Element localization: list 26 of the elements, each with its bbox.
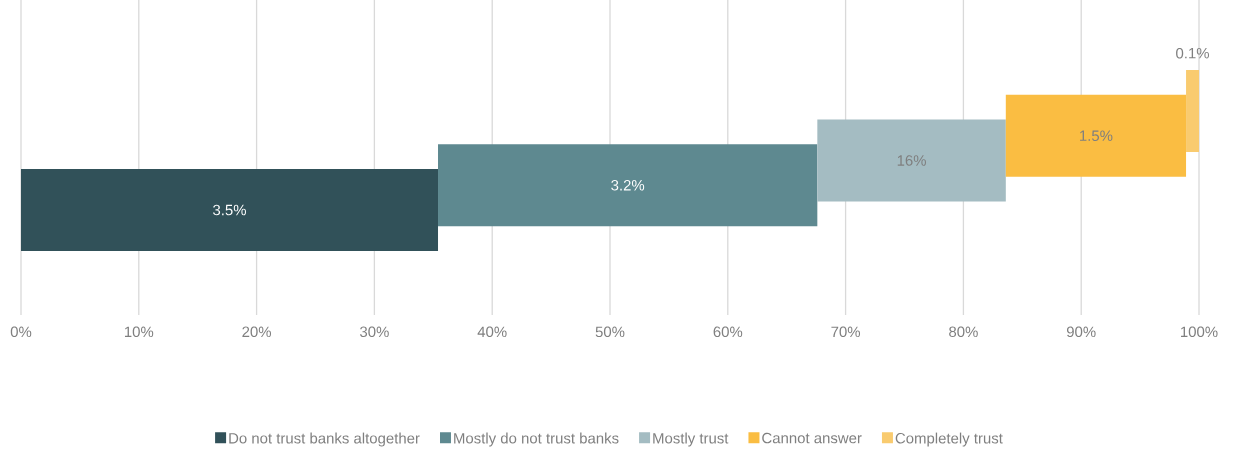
x-tick-label: 30% bbox=[360, 326, 389, 338]
x-tick-label: 50% bbox=[595, 326, 625, 338]
x-tick-label: 40% bbox=[477, 326, 507, 338]
annotation: 3.5% bbox=[213, 204, 246, 216]
bar bbox=[1186, 70, 1199, 152]
legend-label: Mostly trust bbox=[653, 432, 729, 447]
annotation: 1.5% bbox=[1080, 130, 1113, 141]
bar bbox=[1005, 94, 1187, 177]
legend-label: Mostly do not trust banks bbox=[454, 432, 619, 447]
legend-label: Do not trust banks altogether bbox=[229, 432, 420, 447]
annotation: 0.1% bbox=[1176, 47, 1210, 59]
x-tick-label: 100% bbox=[1181, 326, 1218, 338]
bar bbox=[21, 169, 439, 251]
bar bbox=[817, 119, 1006, 202]
legend-label: Cannot answer bbox=[762, 432, 862, 444]
x-tick-label: 0% bbox=[10, 326, 32, 338]
x-tick-label: 90% bbox=[1066, 326, 1096, 338]
annotation: 3.2% bbox=[611, 179, 645, 191]
x-tick-label: 60% bbox=[713, 326, 743, 338]
bar bbox=[438, 144, 818, 227]
x-tick-label: 20% bbox=[242, 326, 272, 338]
legend-label: Completely trust bbox=[895, 432, 1003, 447]
x-tick-label: 70% bbox=[831, 326, 861, 338]
x-tick-label: 80% bbox=[949, 326, 978, 338]
x-tick-label: 10% bbox=[124, 326, 154, 338]
annotation: 16% bbox=[897, 155, 926, 166]
